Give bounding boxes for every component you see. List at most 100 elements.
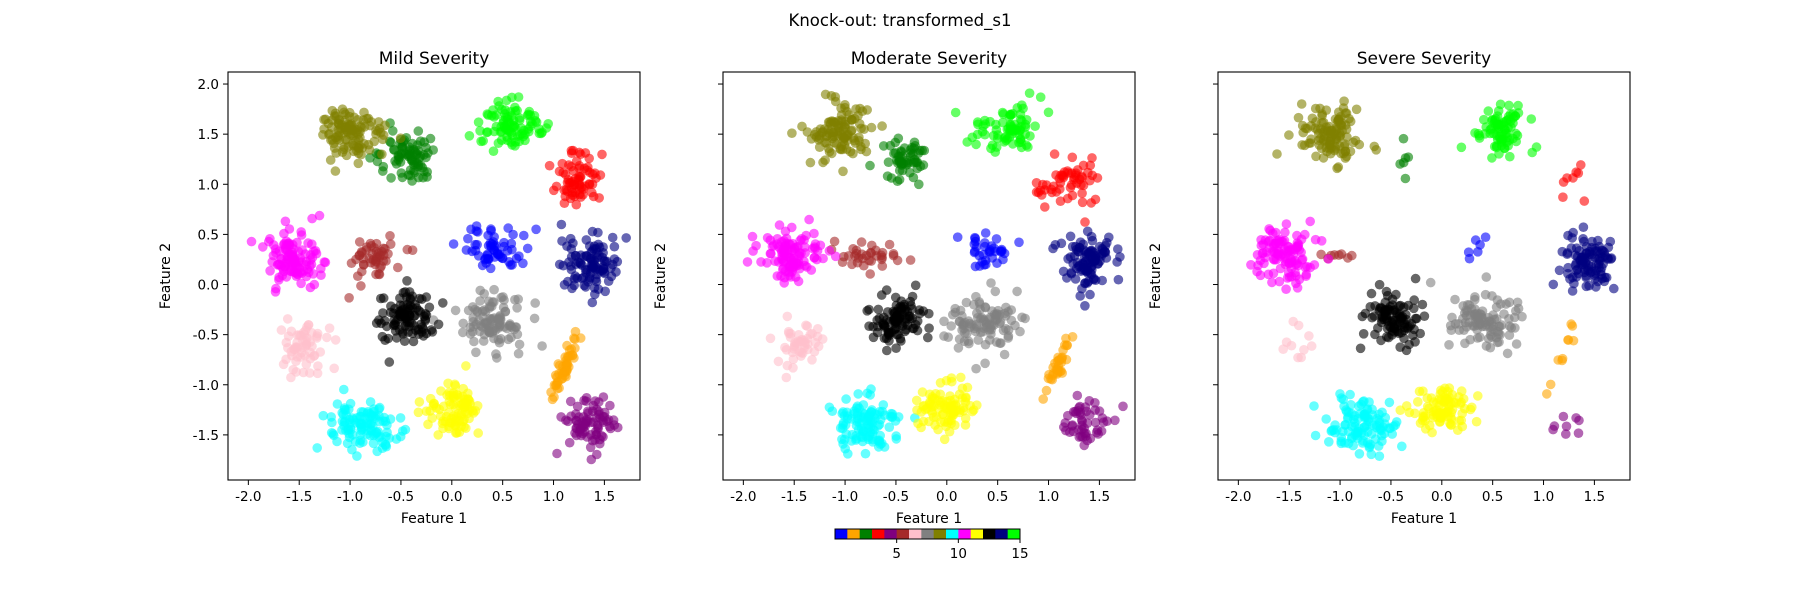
data-point [1563,335,1574,345]
data-point [324,323,335,334]
y-tick-label: 0.5 [198,227,219,243]
cluster-13 [1048,226,1125,311]
data-point [874,313,885,324]
data-point [544,160,555,171]
data-point [330,335,341,345]
data-point [339,384,349,395]
data-point [1381,306,1392,316]
data-point [1373,323,1383,333]
data-point [529,313,540,324]
data-point [397,327,408,337]
data-point [1358,329,1369,339]
data-point [1578,234,1588,244]
data-point [1595,266,1606,277]
data-point [913,418,923,429]
data-point [1255,270,1266,281]
data-point [499,237,509,248]
data-point [1496,135,1506,145]
data-point [1269,241,1279,251]
data-point [530,298,540,308]
data-point [1360,308,1371,319]
data-point [1358,436,1368,446]
data-point [1436,385,1446,396]
cluster-11 [911,372,982,445]
data-point [807,355,817,365]
data-point [365,238,376,249]
data-point [1038,394,1048,404]
data-point [329,430,339,441]
data-point [381,431,391,442]
data-point [443,408,454,418]
colorbar-tick-label: 10 [950,546,967,562]
data-point [950,107,961,118]
data-point [385,231,395,241]
data-point [840,123,851,133]
data-point [1035,92,1046,102]
data-point [307,252,318,263]
data-point [437,418,448,429]
data-point [802,127,813,137]
data-point [1321,136,1332,146]
data-point [1595,256,1605,266]
data-point [884,330,895,341]
data-point [866,122,877,133]
data-point [888,249,899,259]
data-point [1090,417,1101,428]
data-point [865,390,875,400]
data-point [416,160,426,171]
data-point [1073,246,1084,257]
data-point [986,278,996,288]
data-point [471,226,482,236]
data-point [1077,172,1087,183]
data-point [318,410,329,421]
data-point [1584,249,1595,259]
data-point [914,179,924,190]
data-point [451,412,462,422]
colorbar: 5 10 15 [834,528,1029,562]
data-point [346,125,357,135]
data-point [1512,297,1523,308]
data-point [380,335,390,346]
data-point [329,143,340,153]
data-point [1284,130,1294,140]
data-point [1605,236,1616,247]
data-point [787,222,797,233]
data-point [289,344,299,355]
data-point [426,325,437,335]
data-point [506,238,517,249]
data-point [1112,257,1122,267]
data-point [821,131,832,142]
data-point [1280,227,1290,238]
data-point [1319,126,1330,136]
data-point [813,341,824,352]
data-point [923,332,933,343]
data-point [273,259,284,270]
data-point [371,129,381,139]
cluster-7 [1425,272,1527,359]
data-point [1371,145,1381,155]
cluster-13 [554,219,631,308]
data-point [421,292,432,302]
data-point [805,157,816,168]
data-point [560,352,570,362]
data-point [557,236,567,246]
data-point [463,233,473,244]
data-point [1015,125,1026,135]
data-point [428,400,439,411]
data-point [549,392,559,403]
data-point [291,367,302,377]
data-point [1374,418,1385,428]
data-point [500,112,511,123]
data-point [1356,428,1367,438]
data-point [838,166,848,177]
data-point [863,413,873,424]
data-point [277,270,288,281]
data-point [1597,273,1607,284]
data-point [450,305,461,316]
data-point [554,166,565,177]
data-point [390,156,400,166]
data-point [1301,271,1311,282]
data-point [464,131,475,141]
data-point [319,124,329,134]
colorbar-frame [834,528,1021,540]
